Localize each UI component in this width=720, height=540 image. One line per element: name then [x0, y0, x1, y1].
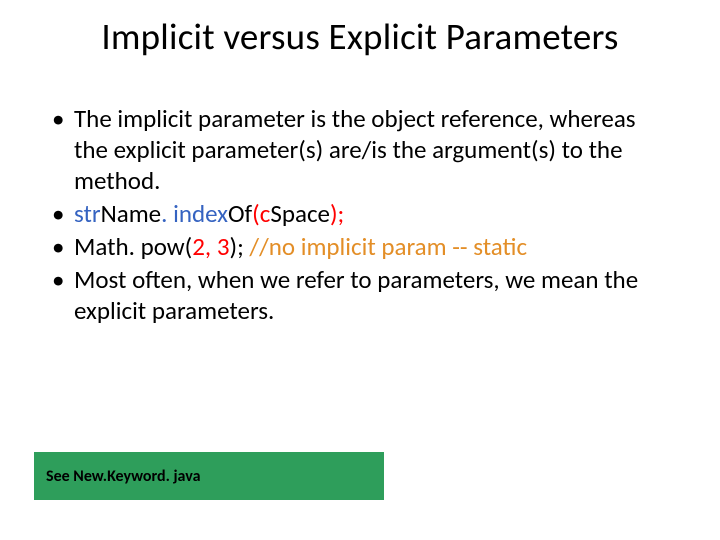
code-text: Space	[270, 198, 330, 229]
code-text: Name	[101, 198, 162, 229]
code-text-blue: str	[74, 198, 101, 229]
code-text-red: );	[330, 198, 344, 229]
code-text-red: (	[252, 198, 260, 229]
bullet-text: Most often, when we refer to parameters,…	[74, 264, 638, 326]
footer-box: See New.Keyword. java	[34, 452, 384, 500]
bullet-item: Math. pow(2, 3); //no implicit param -- …	[48, 231, 672, 262]
code-text-red: c	[260, 198, 271, 229]
footer-text: See New.Keyword. java	[46, 467, 200, 486]
bullet-item: Most often, when we refer to parameters,…	[48, 264, 672, 326]
slide-title: Implicit versus Explicit Parameters	[48, 14, 672, 59]
code-text: Math. pow(	[74, 231, 192, 262]
code-text-red: 2, 3	[192, 231, 229, 262]
bullet-list: The implicit parameter is the object ref…	[48, 103, 672, 326]
bullet-text: The implicit parameter is the object ref…	[74, 103, 636, 196]
bullet-item: strName. indexOf(cSpace);	[48, 198, 672, 229]
slide: Implicit versus Explicit Parameters The …	[0, 0, 720, 540]
code-comment: //no implicit param -- static	[249, 231, 527, 262]
bullet-item: The implicit parameter is the object ref…	[48, 103, 672, 196]
code-text: Of	[228, 198, 252, 229]
code-text-blue: . index	[161, 198, 228, 229]
code-text: );	[230, 231, 250, 262]
